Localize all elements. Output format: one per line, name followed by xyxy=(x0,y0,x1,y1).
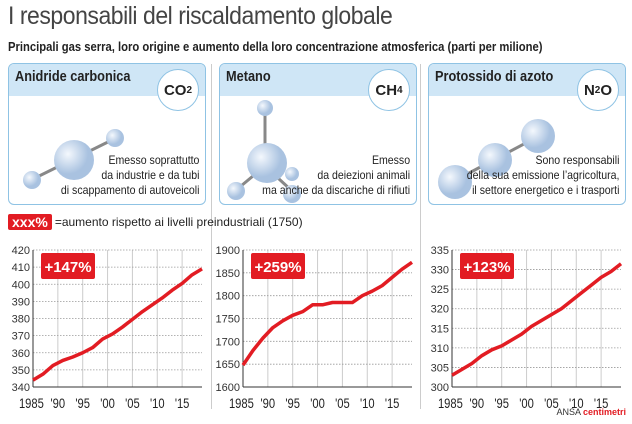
y-tick-label: 370 xyxy=(12,331,30,343)
y-tick-label: 410 xyxy=(12,262,30,274)
divider xyxy=(420,64,421,409)
y-tick-label: 420 xyxy=(12,245,30,257)
credit: ANSA centimetri xyxy=(556,407,626,417)
badge xyxy=(460,253,514,279)
x-tick-label: '10 xyxy=(150,396,165,411)
page-title: I responsabili del riscaldamento globale xyxy=(8,2,393,30)
gas-description: Sono responsabili della sua emissione l’a… xyxy=(466,153,619,197)
badge xyxy=(41,253,95,279)
y-tick-label: 1650 xyxy=(216,359,240,371)
y-tick-label: 390 xyxy=(12,296,30,308)
formula-badge: CH 4 xyxy=(368,69,410,111)
legend-tag: xxx% xyxy=(8,214,52,230)
y-tick-label: 340 xyxy=(12,382,30,394)
y-tick-label: 310 xyxy=(431,343,449,355)
y-tick-label: 335 xyxy=(431,245,449,257)
x-tick-label: '15 xyxy=(175,396,190,411)
chart-CO2: 1985 '90 '95 '00 '05 '10 '15 340 350 360 370 380 390… xyxy=(12,245,203,411)
gas-description: Emesso da deiezioni animali ma anche da di… xyxy=(262,153,410,197)
y-tick-label: 360 xyxy=(12,348,30,360)
y-tick-label: 320 xyxy=(431,304,449,316)
x-tick-label: '05 xyxy=(544,396,559,411)
x-tick-label: '05 xyxy=(125,396,140,411)
molecule-icon xyxy=(438,119,555,199)
series-line xyxy=(451,262,623,377)
x-tick-label: '00 xyxy=(100,396,115,411)
x-tick-label: '95 xyxy=(75,396,90,411)
y-tick-label: 400 xyxy=(12,279,30,291)
y-tick-label: 1850 xyxy=(216,268,240,280)
gas-description: Emesso soprattutto da industrie e da tubi… xyxy=(60,153,199,197)
legend: xxx% =aumento rispetto ai livelli preind… xyxy=(8,214,303,230)
y-tick-label: 1700 xyxy=(216,336,240,348)
divider xyxy=(211,64,212,409)
x-tick-label: '90 xyxy=(261,396,276,411)
x-tick-label: '00 xyxy=(519,396,534,411)
y-tick-label: 350 xyxy=(12,365,30,377)
x-tick-label: 1985 xyxy=(229,396,254,411)
y-tick-label: 1600 xyxy=(216,382,240,394)
chart-CH4: 1985 '90 '95 '00 '05 '10 '15 1600 1650 1700 1750 18… xyxy=(216,245,413,411)
gas-card-0: Anidride carbonica CO 2 Emesso soprattutt… xyxy=(8,63,206,205)
x-tick-label: '90 xyxy=(51,396,66,411)
x-tick-label: '90 xyxy=(470,396,485,411)
series-line xyxy=(32,267,203,382)
y-tick-label: 325 xyxy=(431,284,449,296)
badge-label: +147% xyxy=(44,259,91,276)
x-tick-label: 1985 xyxy=(19,396,44,411)
legend-text: =aumento rispetto ai livelli preindustri… xyxy=(54,215,303,229)
y-tick-label: 380 xyxy=(12,314,30,326)
x-tick-label: '10 xyxy=(360,396,375,411)
molecule-icon xyxy=(23,129,124,189)
y-tick-label: 315 xyxy=(431,323,449,335)
x-tick-label: '95 xyxy=(285,396,300,411)
series-line xyxy=(241,260,413,367)
formula-badge: CO 2 xyxy=(157,69,199,111)
x-tick-label: '95 xyxy=(494,396,509,411)
x-tick-label: '15 xyxy=(594,396,609,411)
y-tick-label: 330 xyxy=(431,265,449,277)
y-tick-label: 1800 xyxy=(216,291,240,303)
gas-card-1: Metano CH 4 Emesso da deiezioni animali ma … xyxy=(219,63,417,205)
x-tick-label: '05 xyxy=(335,396,350,411)
y-tick-label: 1900 xyxy=(216,245,240,257)
chart-N2O: 1985 '90 '95 '00 '05 '10 '15 300 305 310 315 320 325… xyxy=(431,245,623,411)
molecule-icon xyxy=(227,100,301,203)
badge-label: +259% xyxy=(254,259,301,276)
x-tick-label: '10 xyxy=(569,396,584,411)
badge-label: +123% xyxy=(463,259,510,276)
y-tick-label: 1750 xyxy=(216,314,240,326)
x-tick-label: 1985 xyxy=(438,396,463,411)
y-tick-label: 300 xyxy=(431,382,449,394)
subtitle: Principali gas serra, loro origine e aum… xyxy=(8,40,543,54)
x-tick-label: '15 xyxy=(385,396,400,411)
badge xyxy=(251,253,305,279)
x-tick-label: '00 xyxy=(310,396,325,411)
y-tick-label: 305 xyxy=(431,362,449,374)
